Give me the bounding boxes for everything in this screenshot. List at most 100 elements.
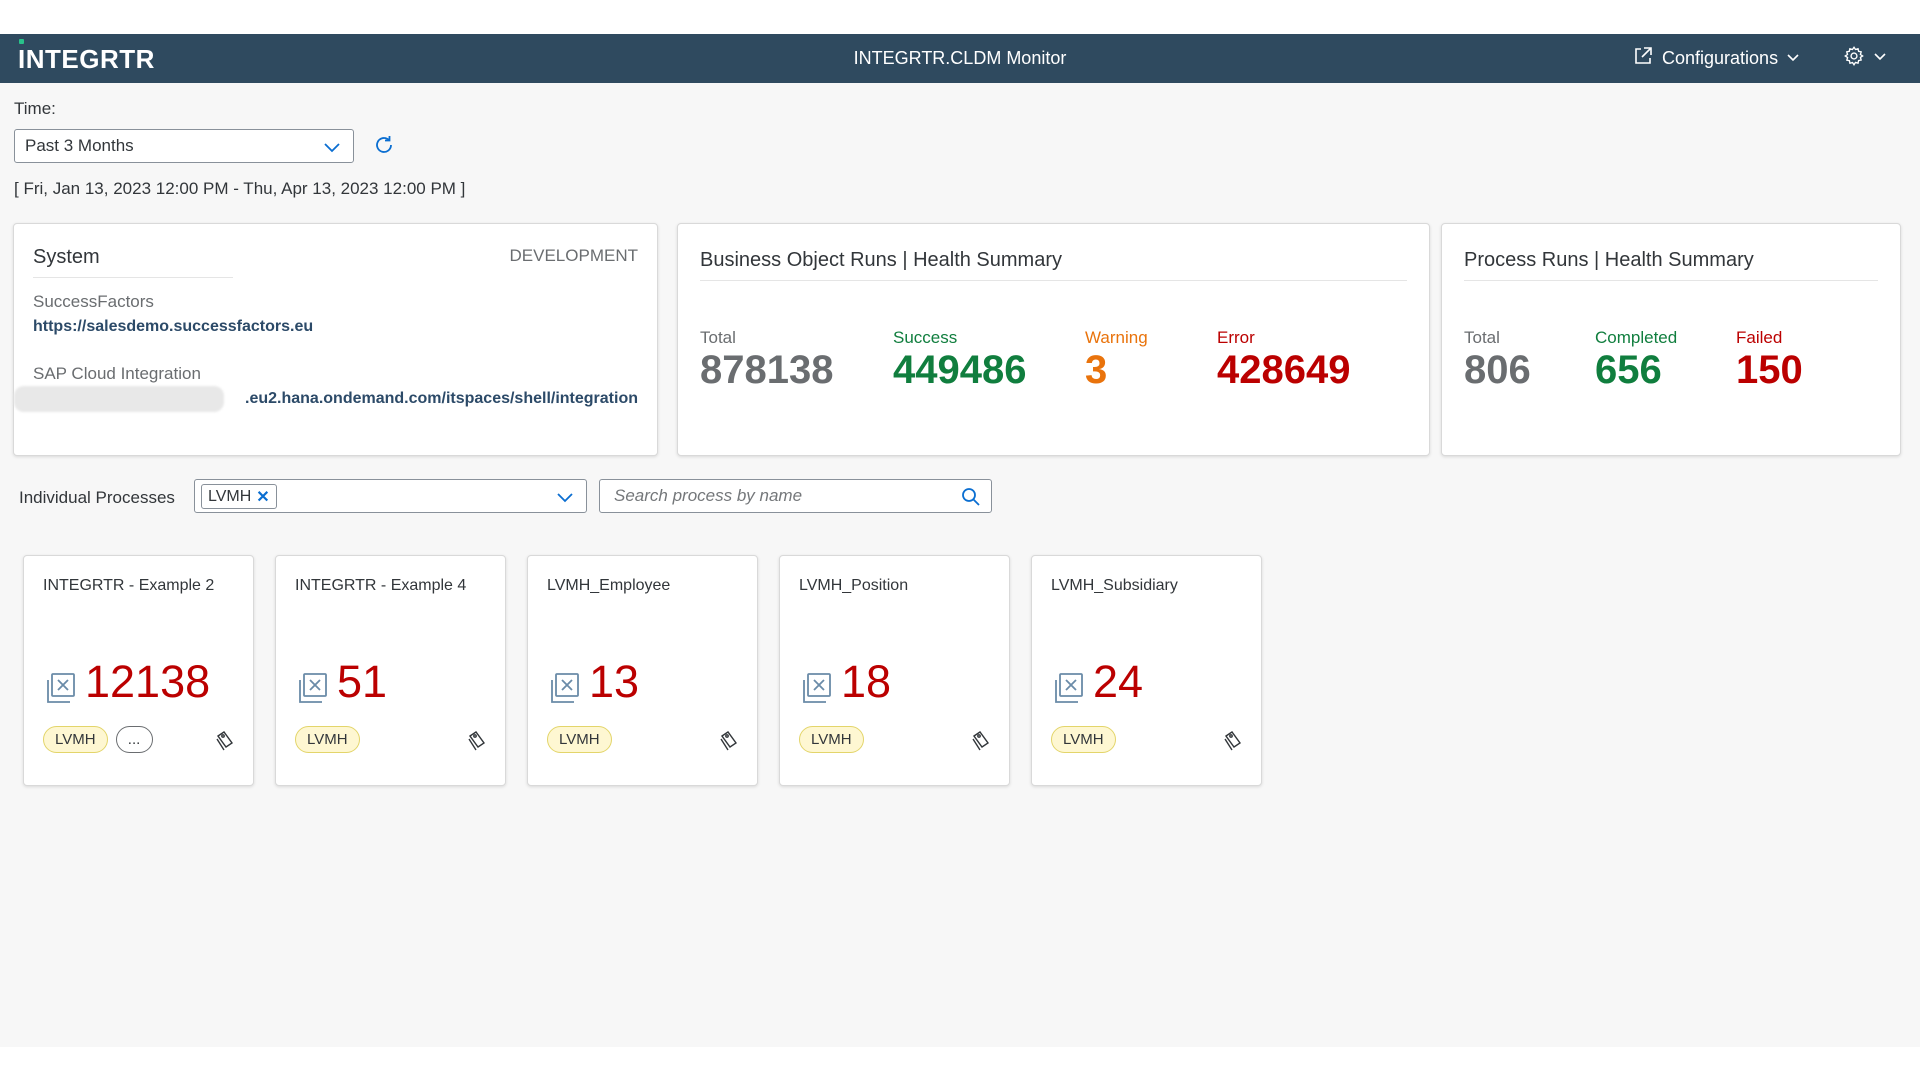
error-count: 24 xyxy=(1093,656,1144,707)
external-link-icon xyxy=(1632,45,1654,72)
metric-label: Failed xyxy=(1736,328,1783,347)
close-icon[interactable]: ✕ xyxy=(256,488,270,506)
time-range-value: Past 3 Months xyxy=(25,136,134,155)
redaction-mask xyxy=(14,386,224,412)
shell-bar: INTEGRTR INTEGRTR.CLDM Monitor Configura… xyxy=(0,34,1920,83)
logo-accent xyxy=(19,39,24,44)
tags-icon[interactable] xyxy=(467,730,487,757)
environment-label: DEVELOPMENT xyxy=(509,246,638,265)
error-messages-icon xyxy=(43,671,77,710)
tag-list: LVMH xyxy=(547,726,612,753)
process-tile[interactable]: LVMH_Subsidiary 24 LVMH xyxy=(1031,555,1262,786)
main-content: Time: Past 3 Months [ Fri, Jan 13, 2023 … xyxy=(0,83,1920,1047)
app-logo[interactable]: INTEGRTR xyxy=(18,44,155,74)
metric-value: 3 xyxy=(1085,348,1108,392)
tag: LVMH xyxy=(295,726,360,753)
date-range-text: [ Fri, Jan 13, 2023 12:00 PM - Thu, Apr … xyxy=(14,179,466,198)
error-messages-icon xyxy=(547,671,581,710)
tile-title: INTEGRTR - Example 4 xyxy=(295,577,467,594)
bo-total-metric: Total 878138 xyxy=(700,328,833,390)
bo-success-metric: Success 449486 xyxy=(893,328,1026,390)
successfactors-label: SuccessFactors xyxy=(33,292,154,311)
metric-value: 878138 xyxy=(700,348,834,392)
tile-title: LVMH_Position xyxy=(799,577,909,594)
metric-label: Total xyxy=(1464,328,1500,347)
cloud-integration-link[interactable]: .eu2.hana.ondemand.com/itspaces/shell/in… xyxy=(245,390,638,407)
process-tile[interactable]: LVMH_Employee 13 LVMH xyxy=(527,555,758,786)
error-count: 18 xyxy=(841,656,892,707)
divider xyxy=(33,277,233,278)
metric-value: 656 xyxy=(1595,348,1662,392)
chevron-down-icon xyxy=(1873,49,1887,68)
tile-title: LVMH_Subsidiary xyxy=(1051,577,1178,594)
more-tags-button[interactable]: ... xyxy=(115,726,153,753)
tag-list: LVMH xyxy=(799,726,864,753)
top-margin xyxy=(0,0,1920,34)
process-filter-multiselect[interactable]: LVMH ✕ xyxy=(194,479,587,513)
tag: LVMH xyxy=(1051,726,1116,753)
bo-warning-metric: Warning 3 xyxy=(1085,328,1148,390)
process-tile[interactable]: INTEGRTR - Example 4 51 LVMH xyxy=(275,555,506,786)
error-messages-icon xyxy=(1051,671,1085,710)
metric-value: 428649 xyxy=(1217,348,1351,392)
bo-error-metric: Error 428649 xyxy=(1217,328,1350,390)
card-title: Process Runs | Health Summary xyxy=(1464,249,1754,271)
pr-failed-metric: Failed 150 xyxy=(1736,328,1803,390)
metric-label: Error xyxy=(1217,328,1255,347)
divider xyxy=(1464,280,1878,281)
process-tile[interactable]: INTEGRTR - Example 2 12138 LVMH ... xyxy=(23,555,254,786)
tags-icon[interactable] xyxy=(719,730,739,757)
process-search xyxy=(599,479,992,513)
tag: LVMH xyxy=(547,726,612,753)
cloud-integration-label: SAP Cloud Integration xyxy=(33,364,201,383)
time-range-select[interactable]: Past 3 Months xyxy=(14,129,354,163)
metric-label: Success xyxy=(893,328,958,347)
metric-value: 150 xyxy=(1736,348,1803,392)
tags-icon[interactable] xyxy=(971,730,991,757)
tag-list: LVMH ... xyxy=(43,726,153,753)
system-card: System DEVELOPMENT SuccessFactors https:… xyxy=(13,223,658,456)
business-object-health-card: Business Object Runs | Health Summary To… xyxy=(677,223,1430,456)
search-icon[interactable] xyxy=(961,487,981,512)
configurations-label: Configurations xyxy=(1662,47,1779,68)
divider xyxy=(700,280,1407,281)
tags-icon[interactable] xyxy=(1223,730,1243,757)
process-runs-health-card: Process Runs | Health Summary Total 806 … xyxy=(1441,223,1901,456)
refresh-button[interactable] xyxy=(372,133,398,159)
error-messages-icon xyxy=(799,671,833,710)
system-title: System xyxy=(33,246,100,268)
app-title: INTEGRTR.CLDM Monitor xyxy=(853,48,1067,68)
metric-label: Completed xyxy=(1595,328,1678,347)
search-input[interactable] xyxy=(601,481,941,511)
bottom-margin xyxy=(0,1047,1920,1080)
tags-icon[interactable] xyxy=(215,730,235,757)
filter-token[interactable]: LVMH ✕ xyxy=(201,484,277,509)
tag: LVMH xyxy=(799,726,864,753)
error-count: 51 xyxy=(337,656,388,707)
tag: LVMH xyxy=(43,726,108,753)
error-messages-icon xyxy=(295,671,329,710)
error-count: 12138 xyxy=(85,656,211,707)
metric-value: 449486 xyxy=(893,348,1027,392)
metric-label: Warning xyxy=(1085,328,1148,347)
configurations-button[interactable]: Configurations xyxy=(1632,44,1800,72)
pr-completed-metric: Completed 656 xyxy=(1595,328,1677,390)
individual-processes-label: Individual Processes xyxy=(19,488,175,507)
successfactors-link[interactable]: https://salesdemo.successfactors.eu xyxy=(33,318,314,335)
error-count: 13 xyxy=(589,656,640,707)
gear-icon xyxy=(1843,45,1865,72)
tile-title: LVMH_Employee xyxy=(547,577,671,594)
time-label: Time: xyxy=(14,99,56,118)
metric-value: 806 xyxy=(1464,348,1531,392)
settings-button[interactable] xyxy=(1843,44,1887,72)
chevron-down-icon xyxy=(323,139,341,160)
tile-title: INTEGRTR - Example 2 xyxy=(43,577,215,594)
process-tile[interactable]: LVMH_Position 18 LVMH xyxy=(779,555,1010,786)
chevron-down-icon[interactable] xyxy=(556,489,574,510)
tag-list: LVMH xyxy=(295,726,360,753)
tag-list: LVMH xyxy=(1051,726,1116,753)
metric-label: Total xyxy=(700,328,736,347)
pr-total-metric: Total 806 xyxy=(1464,328,1531,390)
refresh-icon xyxy=(376,136,392,153)
chevron-down-icon xyxy=(1786,48,1800,69)
